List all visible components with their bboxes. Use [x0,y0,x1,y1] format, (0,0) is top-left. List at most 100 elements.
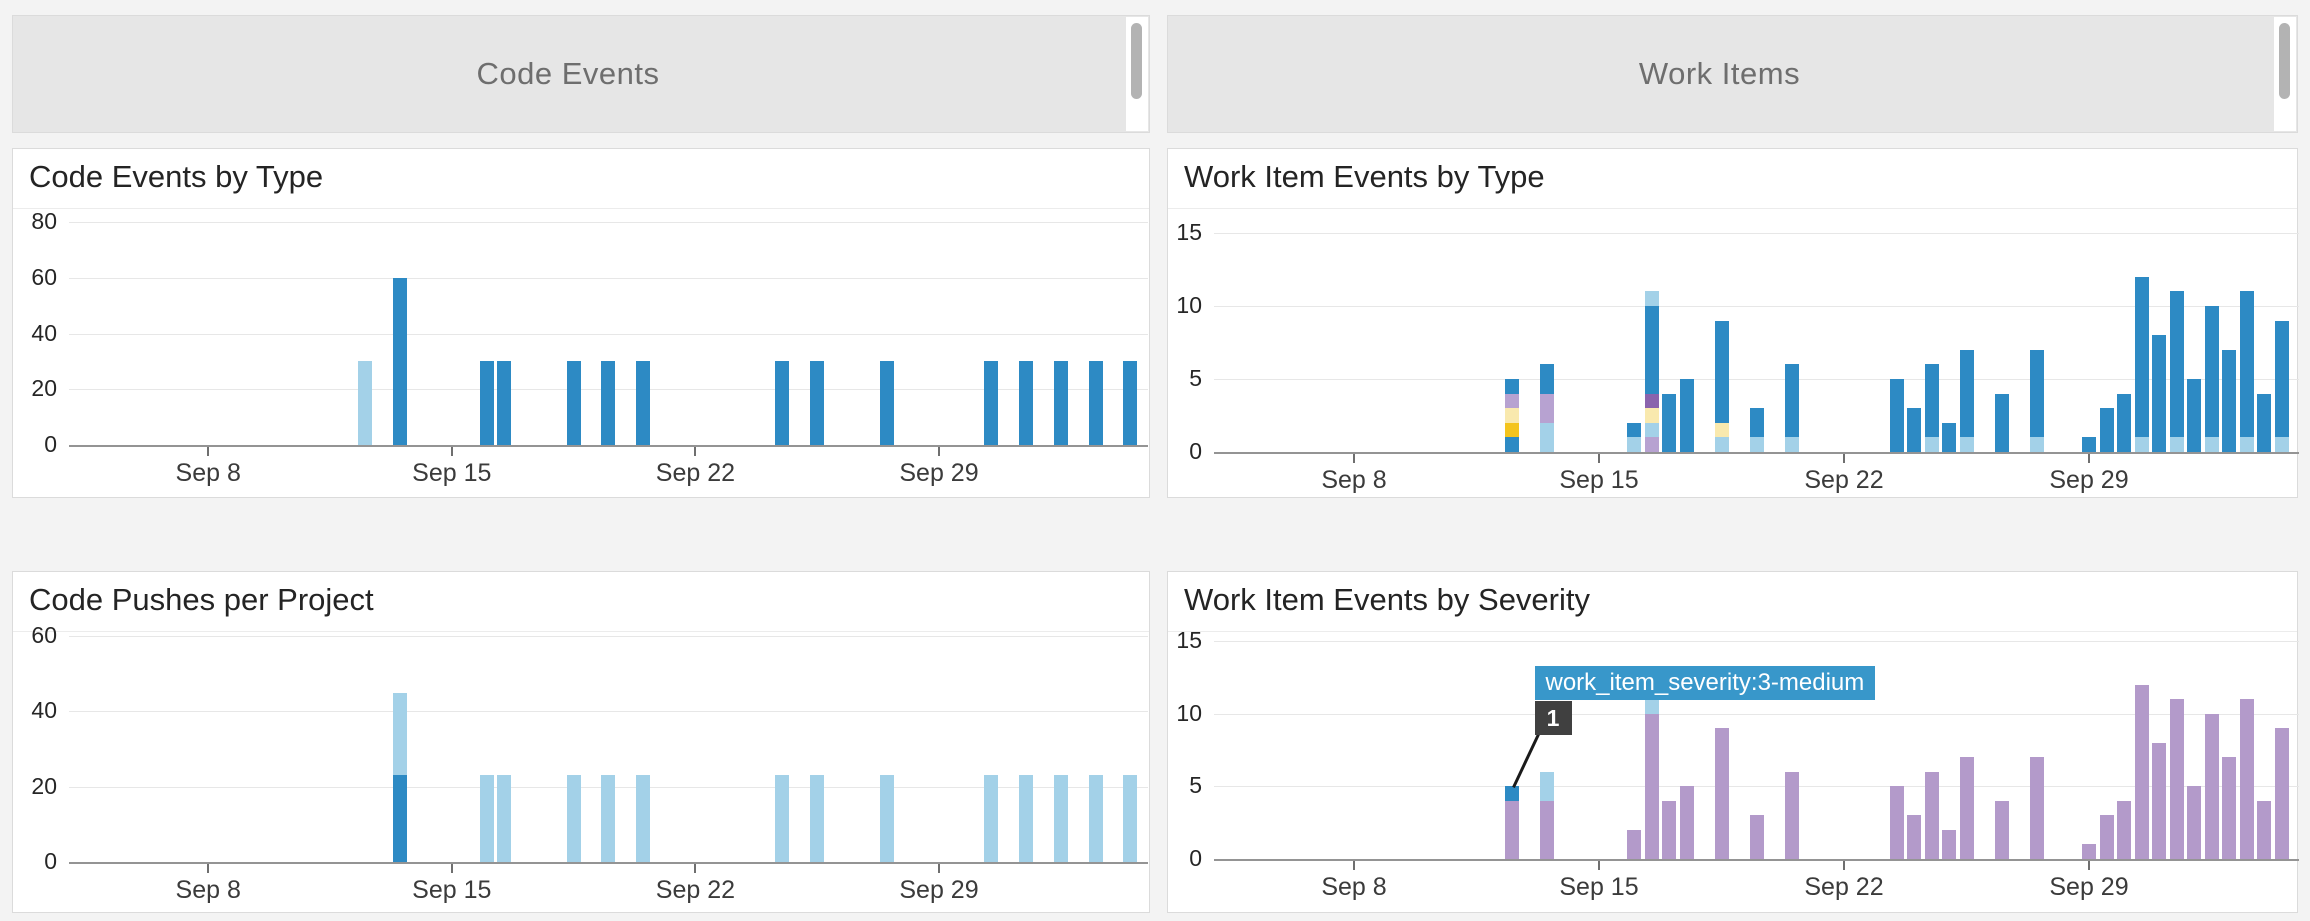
chart-plot-code-events-by-type[interactable]: 0 20 40 60 80 Sep 8 Sep 15 Sep 22 Sep 29 [13,208,1149,497]
bar-segment-severity_purple[interactable] [2187,786,2201,859]
bar-segment-severity_purple[interactable] [1942,829,1956,859]
bar-segment-blue[interactable] [2099,408,2114,452]
bar-segment-severity_purple[interactable] [1907,815,1921,859]
bar-segment-severity_purple[interactable] [2239,699,2254,859]
bar-segment-light_blue[interactable] [1749,437,1764,452]
bar-segment-severity_purple[interactable] [1749,815,1764,859]
bar-segment-severity_purple[interactable] [2117,800,2131,859]
bar-segment-blue[interactable] [2187,379,2201,452]
bar-segment-light_blue[interactable] [566,775,581,862]
bar-segment-blue[interactable] [1053,361,1068,445]
bar-segment-blue[interactable] [1784,364,1799,438]
bar-segment-light_blue[interactable] [1019,775,1033,862]
bar-segment-blue[interactable] [2134,276,2149,438]
bar-segment-light_blue[interactable] [1644,422,1659,438]
bar-segment-blue[interactable] [1504,379,1519,394]
bar-segment-blue[interactable] [601,361,616,445]
bar-segment-gold[interactable] [1504,422,1519,438]
bar-segment-severity_purple[interactable] [2169,699,2184,859]
bar-segment-light_blue[interactable] [2239,437,2254,452]
bar-segment-cream[interactable] [1504,408,1519,423]
bar-segment-blue[interactable] [1019,361,1033,445]
bar-segment-severity_purple[interactable] [1539,800,1554,859]
bar-segment-light_blue[interactable] [2169,437,2184,452]
bar-segment-blue[interactable] [1907,408,1921,452]
bar-segment-blue[interactable] [1644,306,1659,394]
bar-segment-blue[interactable] [810,361,825,445]
bar-segment-blue[interactable] [1504,437,1519,452]
bar-segment-blue[interactable] [2204,306,2219,438]
bar-segment-light_blue[interactable] [810,775,825,862]
bar-segment-severity_purple[interactable] [2082,844,2096,859]
chart-plot-work-item-events-by-type[interactable]: 0 5 10 15 Sep 8 Sep 15 Sep 22 Sep 29 [1168,209,2299,497]
bar-segment-blue[interactable] [984,361,999,445]
bar-segment-blue[interactable] [392,277,407,445]
bar-segment-light_blue[interactable] [1714,437,1729,452]
bar-segment-light_blue[interactable] [1644,699,1659,714]
bar-segment-blue[interactable] [2029,349,2044,438]
bar-segment-severity_purple[interactable] [2204,713,2219,859]
bar-segment-cream[interactable] [1644,408,1659,423]
bar-segment-severity_purple[interactable] [1662,800,1676,859]
bar-segment-blue[interactable] [1889,379,1904,452]
bar-segment-blue[interactable] [1123,361,1138,445]
bar-segment-light_blue[interactable] [2029,437,2044,452]
bar-segment-blue[interactable] [2239,291,2254,438]
bar-segment-severity_purple[interactable] [2274,728,2289,859]
bar-segment-light_blue[interactable] [636,775,651,862]
bar-segment-blue[interactable] [775,361,790,445]
bar-segment-severity_purple[interactable] [2029,757,2044,859]
bar-segment-blue[interactable] [1924,364,1939,438]
bar-segment-light_blue[interactable] [357,361,372,445]
bar-segment-light_blue[interactable] [601,775,616,862]
bar-segment-light_blue[interactable] [2134,437,2149,452]
bar-segment-light_blue[interactable] [1123,775,1138,862]
bar-segment-blue[interactable] [636,361,651,445]
bar-segment-blue[interactable] [392,775,407,862]
bar-segment-severity_purple[interactable] [1627,829,1641,859]
bar-segment-blue[interactable] [879,361,894,445]
bar-segment-light_blue[interactable] [1539,771,1554,801]
bar-segment-blue[interactable] [479,361,494,445]
chart-plot-work-item-events-by-severity[interactable]: 0 5 10 15 Sep 8 Sep 15 Sep 22 Sep 29 work_item_s… [1168,627,2299,912]
bar-segment-blue[interactable] [1749,408,1764,438]
bar-segment-blue[interactable] [1504,786,1519,801]
bar-segment-severity_purple[interactable] [2134,684,2149,859]
bar-segment-lavender[interactable] [1504,393,1519,409]
bar-segment-blue[interactable] [2152,335,2166,452]
bar-segment-severity_purple[interactable] [1994,800,2009,859]
bar-segment-light_blue[interactable] [1924,437,1939,452]
bar-segment-blue[interactable] [1627,422,1641,438]
bar-segment-blue[interactable] [2117,393,2131,452]
bar-segment-blue[interactable] [1714,320,1729,423]
bar-segment-severity_purple[interactable] [1504,800,1519,859]
bar-segment-severity_purple[interactable] [2222,757,2236,859]
bar-segment-light_blue[interactable] [1784,437,1799,452]
code-events-scrollbar-thumb[interactable] [1131,23,1142,99]
bar-segment-light_blue[interactable] [2274,437,2289,452]
bar-segment-severity_purple[interactable] [2099,815,2114,859]
bar-segment-severity_purple[interactable] [1889,786,1904,859]
bar-segment-blue[interactable] [2222,349,2236,452]
bar-segment-severity_purple[interactable] [2257,800,2271,859]
bar-segment-light_blue[interactable] [1644,291,1659,306]
bar-segment-lavender[interactable] [1644,437,1659,452]
chart-plot-code-pushes-per-project[interactable]: 0 20 40 60 Sep 8 Sep 15 Sep 22 Sep 29 [13,622,1149,912]
bar-segment-lavender[interactable] [1539,393,1554,423]
bar-segment-severity_purple[interactable] [1714,728,1729,859]
bar-segment-severity_purple[interactable] [1924,771,1939,859]
bar-segment-light_blue[interactable] [479,775,494,862]
bar-segment-blue[interactable] [2169,291,2184,438]
bar-segment-dark_purple[interactable] [1644,393,1659,409]
bar-segment-light_blue[interactable] [775,775,790,862]
bar-segment-light_blue[interactable] [1627,437,1641,452]
bar-segment-blue[interactable] [1959,349,1974,438]
bar-segment-light_blue[interactable] [879,775,894,862]
bar-segment-severity_purple[interactable] [1644,713,1659,859]
bar-segment-blue[interactable] [1662,393,1676,452]
bar-segment-blue[interactable] [1539,364,1554,394]
bar-segment-light_blue[interactable] [392,692,407,776]
bar-segment-blue[interactable] [1088,361,1103,445]
bar-segment-severity_purple[interactable] [2152,742,2166,859]
bar-segment-cream[interactable] [1714,422,1729,438]
